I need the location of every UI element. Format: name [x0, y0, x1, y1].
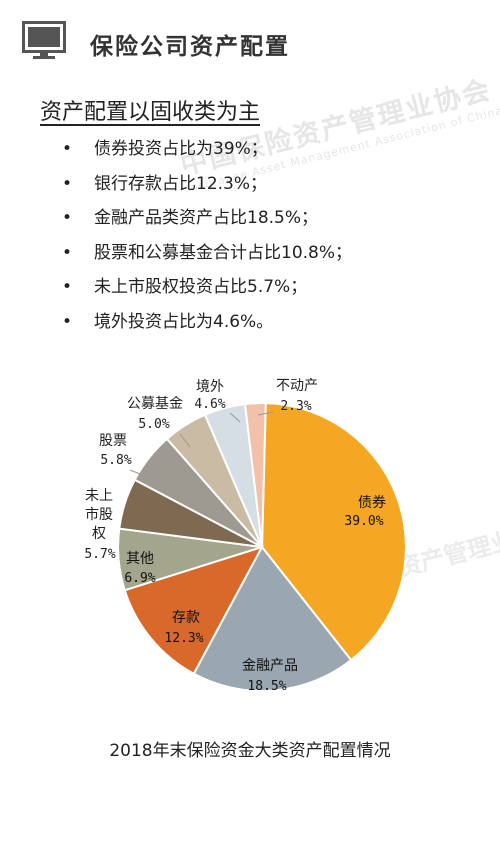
slice-label: 市股 — [85, 506, 113, 523]
bullet-dot: • — [62, 173, 73, 194]
slice-value-label: 5.7% — [84, 547, 115, 562]
monitor-icon — [22, 21, 66, 59]
leader-line — [179, 433, 191, 448]
slice-label: 权 — [92, 526, 106, 542]
slice-label: 其他 — [126, 551, 154, 567]
chart-caption: 2018年末保险资金大类资产配置情况 — [109, 741, 391, 761]
leader-line — [129, 469, 169, 486]
bullet-dot: • — [62, 242, 73, 263]
slice-label: 金融产品 — [242, 658, 298, 674]
bullet-text: 未上市股权投资占比5.7%； — [94, 277, 308, 297]
bullet-item: • 未上市股权投资占比5.7%； — [62, 276, 352, 311]
slice-value-label: 5.0% — [138, 417, 169, 432]
slice-value-label: 2.3% — [280, 399, 311, 414]
bullet-dot: • — [62, 311, 73, 332]
bullet-text: 金融产品类资产占比18.5%； — [94, 208, 319, 228]
section-title: 资产配置以固收类为主 — [40, 100, 261, 125]
bullet-text: 股票和公募基金合计占比10.8%； — [94, 242, 353, 263]
slice-label: 债券 — [358, 495, 386, 511]
bullet-item: • 银行存款占比12.3%； — [62, 173, 352, 208]
bullet-list: • 债券投资占比为39%； • 银行存款占比12.3%； • 金融产品类资产占比18.… — [62, 138, 352, 345]
slice-value-label: 12.3% — [164, 631, 203, 646]
bullet-item: • 境外投资占比为4.6%。 — [62, 311, 352, 346]
bullet-dot: • — [62, 139, 73, 159]
slice-value-label: 5.8% — [100, 453, 131, 468]
bullet-text: 银行存款占比12.3%； — [94, 173, 268, 194]
slice-label: 存款 — [172, 610, 200, 626]
slice-label: 未上 — [85, 488, 113, 504]
leader-line — [257, 411, 274, 416]
slice-value-label: 6.9% — [124, 571, 155, 586]
bullet-dot: • — [62, 277, 73, 297]
slice-label: 公募基金 — [127, 395, 183, 412]
pie-chart: 债券 39.0% 金融产品 18.5% 存款 12.3% 其他 6.9% 未上市股权 5.7% 股票… — [84, 378, 407, 694]
slice-value-label: 39.0% — [344, 514, 383, 529]
bullet-text: 债券投资占比为39%； — [94, 139, 268, 159]
slice-value-label: 4.6% — [194, 397, 225, 412]
header: 保险公司资产配置 — [22, 18, 492, 78]
bullet-item: • 金融产品类资产占比18.5%； — [62, 207, 352, 242]
slice-label: 境外 — [196, 379, 224, 395]
leader-line — [229, 412, 241, 423]
bullet-item: • 债券投资占比为39%； — [62, 138, 352, 173]
pie-outline — [117, 402, 407, 692]
slice-value-label: 18.5% — [247, 679, 286, 694]
bullet-text: 境外投资占比为4.6%。 — [94, 311, 274, 332]
bullet-dot: • — [62, 208, 73, 228]
page-title: 保险公司资产配置 — [90, 34, 290, 60]
bullet-item: • 股票和公募基金合计占比10.8%； — [62, 242, 352, 277]
slice-label: 不动产 — [276, 378, 318, 394]
slice-label: 股票 — [99, 433, 127, 449]
